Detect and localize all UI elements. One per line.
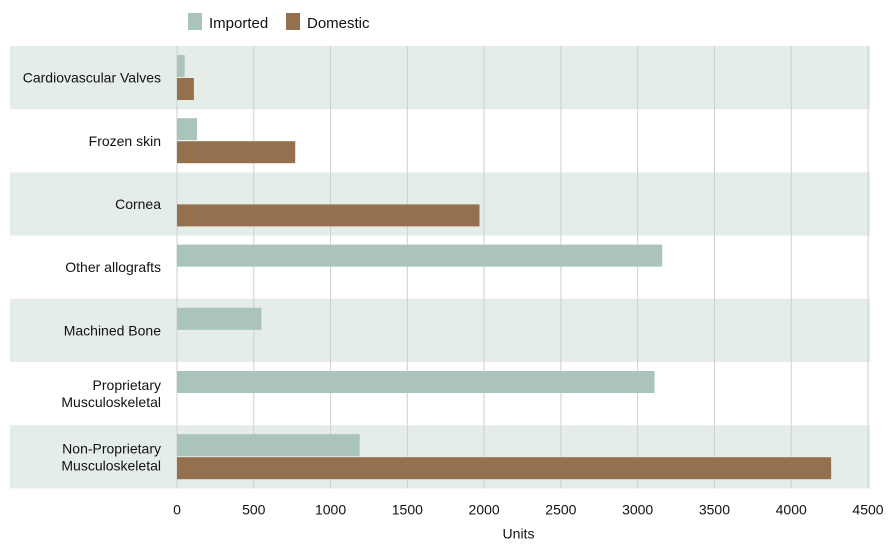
bar-imported-proprietary-musculoskeletal bbox=[177, 371, 655, 393]
category-label-cardiovascular-valves: Cardiovascular Valves bbox=[23, 70, 161, 86]
x-tick-label: 3000 bbox=[622, 501, 653, 517]
legend-swatch-imported bbox=[188, 13, 202, 30]
bar-imported-other-allografts bbox=[177, 244, 663, 267]
x-axis-label: Units bbox=[503, 525, 535, 541]
x-tick-label: 2000 bbox=[469, 501, 500, 517]
bar-domestic-cardiovascular-valves bbox=[177, 78, 194, 100]
x-tick-labels: 0 500 1000 1500 2000 2500 3000 3500 4000 4500 bbox=[173, 501, 884, 517]
category-bands bbox=[10, 46, 870, 489]
x-tick-label: 1000 bbox=[315, 501, 346, 517]
bar-imported-frozen-skin bbox=[177, 118, 197, 141]
category-band bbox=[10, 298, 870, 362]
x-tick-label: 4500 bbox=[852, 501, 883, 517]
x-tick-label: 1500 bbox=[392, 501, 423, 517]
x-tick-label: 3500 bbox=[699, 501, 730, 517]
legend-label-domestic: Domestic bbox=[307, 15, 370, 32]
category-label-non-proprietary-musculoskeletal: Non-Proprietary Musculoskeletal bbox=[61, 440, 161, 473]
category-band bbox=[10, 46, 870, 110]
gridlines bbox=[176, 46, 869, 489]
legend-swatch-domestic bbox=[286, 13, 300, 30]
bar-imported-non-proprietary-musculoskeletal bbox=[177, 434, 360, 457]
bar-domestic-frozen-skin bbox=[177, 141, 296, 164]
legend: Imported Domestic bbox=[188, 13, 370, 32]
bar-imported-machined-bone bbox=[177, 307, 262, 330]
x-tick-label: 500 bbox=[242, 501, 266, 517]
category-label-machined-bone: Machined Bone bbox=[64, 322, 162, 338]
category-label-proprietary-musculoskeletal: Proprietary Musculoskeletal bbox=[61, 377, 161, 410]
category-label-other-allografts: Other allografts bbox=[65, 259, 161, 275]
category-label-frozen-skin: Frozen skin bbox=[89, 133, 161, 149]
bars bbox=[177, 55, 832, 480]
legend-label-imported: Imported bbox=[209, 15, 268, 32]
x-tick-label: 4000 bbox=[776, 501, 807, 517]
category-label-cornea: Cornea bbox=[115, 196, 161, 212]
x-tick-label: 2500 bbox=[545, 501, 576, 517]
bar-domestic-non-proprietary-musculoskeletal bbox=[177, 457, 832, 480]
bar-domestic-cornea bbox=[177, 204, 480, 227]
x-tick-label: 0 bbox=[173, 501, 181, 517]
bar-imported-cardiovascular-valves bbox=[177, 55, 185, 77]
category-labels: Cardiovascular Valves Frozen skin Cornea Ot… bbox=[23, 70, 161, 474]
